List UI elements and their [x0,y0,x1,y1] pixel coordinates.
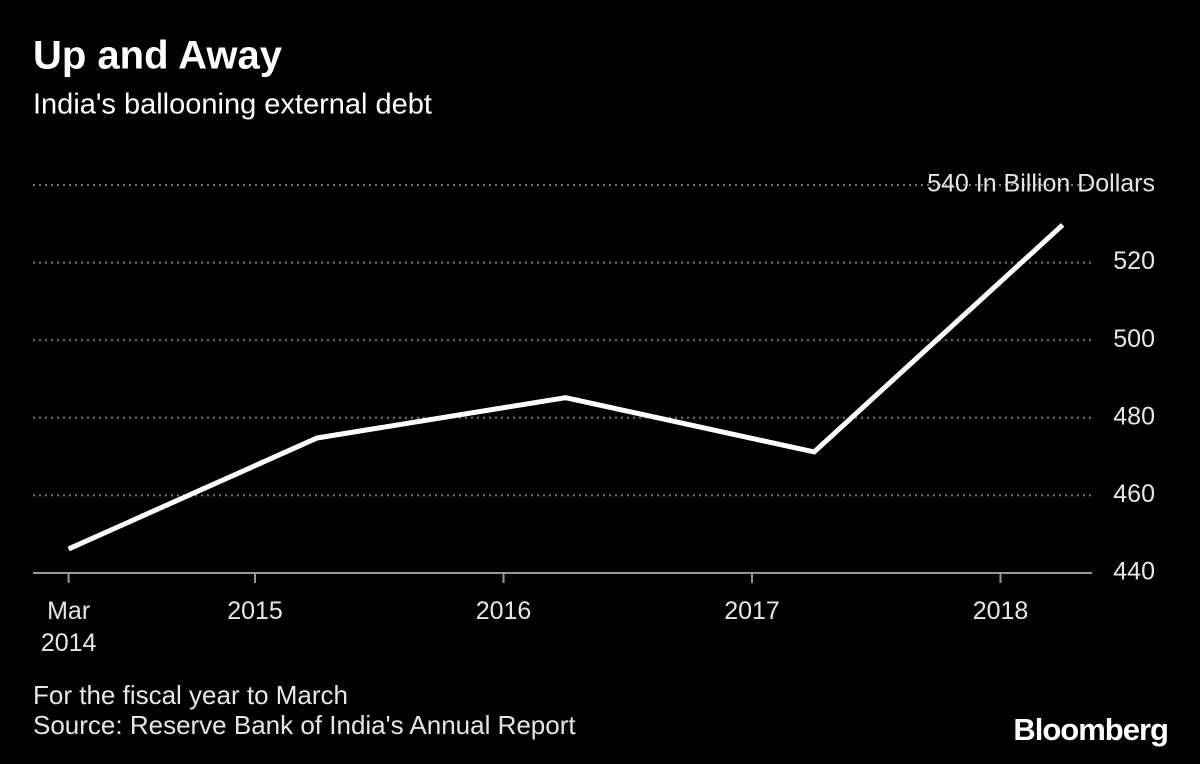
note: For the fiscal year to March [33,680,348,710]
y-tick-label: 460 [1113,480,1155,508]
y-tick-label: 520 [1113,247,1155,275]
y-tick-label: 540 In Billion Dollars [927,170,1155,198]
x-tick-label: 2017 [724,597,780,625]
x-tick-label: Mar 2014 [40,597,97,657]
data-line [67,223,1065,552]
x-tick-label: 2015 [227,597,283,625]
x-tick-label: 2016 [475,597,532,625]
chart-title: Up and Away [33,34,283,78]
logo: Bloomberg [1013,712,1168,747]
source: Source: Reserve Bank of India's Annual R… [33,710,576,740]
x-tick-label: 2018 [972,597,1029,625]
chart-subtitle: India's ballooning external debt [33,89,432,121]
y-tick-label: 480 [1113,402,1155,430]
y-tick-label: 440 [1113,558,1155,586]
y-tick-label: 500 [1113,325,1155,353]
